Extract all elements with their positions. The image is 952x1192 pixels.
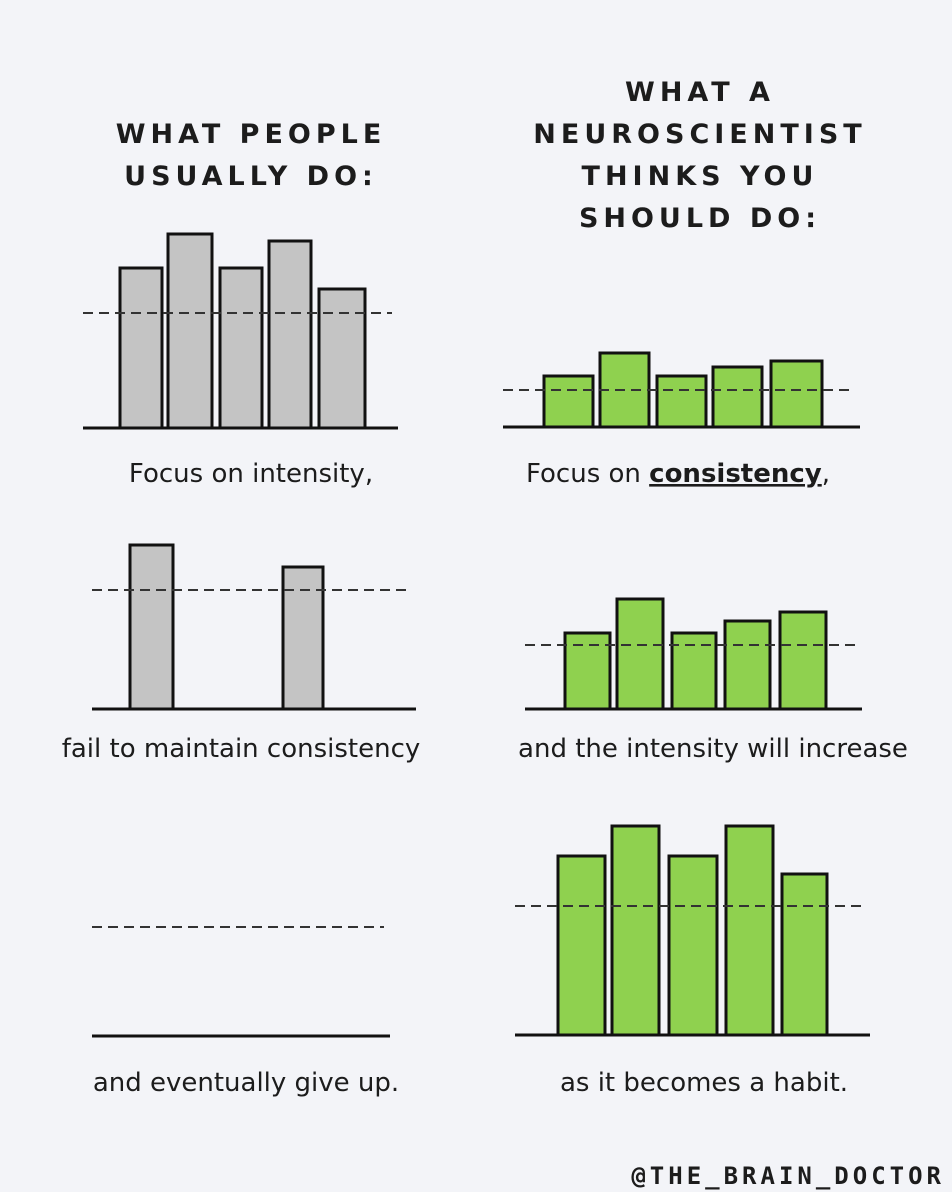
right-heading: SHOULD DO: bbox=[579, 203, 821, 234]
bar-shape bbox=[317, 287, 367, 430]
bar-shape bbox=[769, 359, 824, 429]
bar-shape bbox=[118, 266, 164, 430]
bar-shape bbox=[166, 232, 214, 430]
bar-shape bbox=[267, 239, 313, 430]
bar-shape bbox=[711, 365, 764, 429]
left-heading: WHAT PEOPLE bbox=[116, 119, 387, 150]
bar-shape bbox=[724, 824, 775, 1037]
bar-shape bbox=[778, 610, 828, 711]
caption: Focus on intensity, bbox=[129, 459, 373, 489]
right-heading: THINKS YOU bbox=[582, 161, 819, 192]
bar-shape bbox=[556, 854, 607, 1037]
handle: @THE_BRAIN_DOCTOR bbox=[631, 1162, 945, 1190]
caption-part: Focus on bbox=[526, 459, 649, 489]
caption: fail to maintain consistency bbox=[62, 734, 421, 764]
right-heading: WHAT A bbox=[625, 77, 775, 108]
caption-emphasis: consistency bbox=[649, 459, 822, 489]
bar-shape bbox=[723, 619, 772, 711]
bar-shape bbox=[610, 824, 661, 1037]
left-heading: USUALLY DO: bbox=[124, 161, 378, 192]
bar-shape bbox=[655, 374, 708, 429]
right-heading: NEUROSCIENTIST bbox=[533, 119, 866, 150]
bar-shape bbox=[128, 543, 175, 711]
bar-shape bbox=[780, 872, 829, 1037]
bar-shape bbox=[218, 266, 264, 430]
caption-part: , bbox=[822, 459, 830, 489]
illustrations bbox=[83, 232, 870, 1038]
caption: as it becomes a habit. bbox=[560, 1068, 848, 1098]
caption: and eventually give up. bbox=[93, 1068, 399, 1098]
bar-shape bbox=[563, 631, 612, 711]
bar-shape bbox=[281, 565, 325, 711]
bar-shape bbox=[615, 597, 665, 711]
bar-shape bbox=[542, 374, 595, 429]
caption: Focus on consistency, bbox=[526, 459, 830, 489]
bar-shape bbox=[667, 854, 719, 1037]
caption: and the intensity will increase bbox=[518, 734, 908, 764]
